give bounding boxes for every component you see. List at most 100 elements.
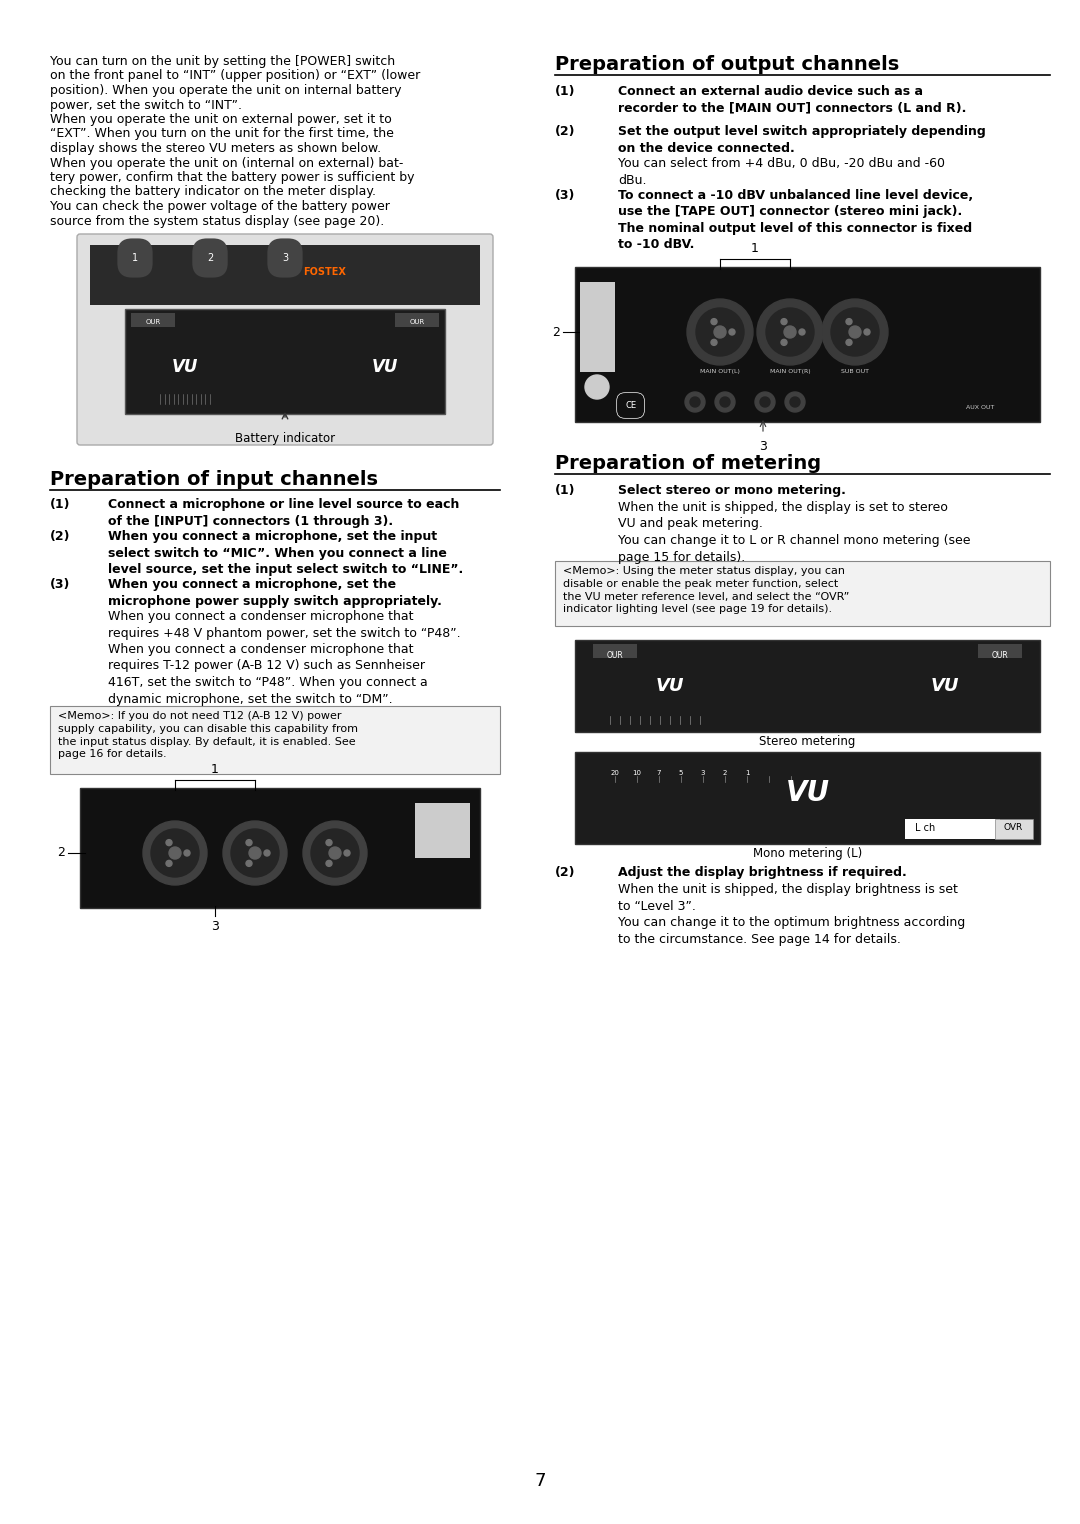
Text: 3: 3 [211,920,219,933]
Circle shape [168,847,181,860]
Text: OUR: OUR [991,651,1009,660]
Circle shape [714,326,726,338]
Circle shape [264,850,270,856]
Text: VU: VU [656,677,685,695]
Text: 1: 1 [211,764,219,776]
Text: (2): (2) [555,125,576,139]
Text: Set the output level switch appropriately depending
on the device connected.: Set the output level switch appropriatel… [618,125,986,154]
Circle shape [781,319,787,325]
Text: VU: VU [372,358,399,375]
Circle shape [696,308,744,357]
Text: Preparation of input channels: Preparation of input channels [50,469,378,489]
Text: 3: 3 [701,770,705,776]
Text: SUB OUT: SUB OUT [841,369,869,373]
Circle shape [311,829,359,876]
Text: on the front panel to “INT” (upper position) or “EXT” (lower: on the front panel to “INT” (upper posit… [50,70,420,82]
Text: (3): (3) [555,189,576,203]
Circle shape [831,308,879,357]
Text: 1: 1 [132,253,138,264]
Text: OUR: OUR [607,651,623,660]
Circle shape [166,840,172,846]
Text: Battery indicator: Battery indicator [235,431,335,445]
Bar [50,706,500,774]
Circle shape [849,326,861,338]
Text: When you operate the unit on (internal on external) bat-: When you operate the unit on (internal o… [50,157,403,169]
Circle shape [345,850,350,856]
Bar [995,818,1032,840]
Text: OVR: OVR [1003,823,1023,832]
Text: You can turn on the unit by setting the [POWER] switch: You can turn on the unit by setting the … [50,55,395,69]
Text: Preparation of metering: Preparation of metering [555,454,821,472]
Text: You can check the power voltage of the battery power: You can check the power voltage of the b… [50,200,390,213]
Text: FOSTEX: FOSTEX [303,267,347,277]
Circle shape [690,396,700,407]
Text: checking the battery indicator on the meter display.: checking the battery indicator on the me… [50,186,376,198]
Text: 5: 5 [679,770,684,776]
Bar [978,645,1022,658]
Text: 20: 20 [610,770,620,776]
Bar [575,751,1040,844]
Text: (2): (2) [555,866,576,879]
Text: 10: 10 [633,770,642,776]
Circle shape [781,340,787,346]
Circle shape [329,847,341,860]
Text: (1): (1) [555,85,576,98]
Text: When you operate the unit on external power, set it to: When you operate the unit on external po… [50,113,392,126]
Circle shape [326,861,332,866]
Text: When you connect a microphone, set the input
select switch to “MIC”. When you co: When you connect a microphone, set the i… [108,530,463,576]
Text: (1): (1) [50,498,70,511]
Text: OUR: OUR [409,319,424,325]
Circle shape [685,392,705,411]
Circle shape [864,329,870,335]
Text: (1): (1) [555,485,576,497]
Circle shape [846,319,852,325]
Circle shape [720,396,730,407]
FancyBboxPatch shape [77,235,492,445]
Text: 2: 2 [723,770,727,776]
Circle shape [326,840,332,846]
Circle shape [766,308,814,357]
Text: Adjust the display brightness if required.: Adjust the display brightness if require… [618,866,907,879]
Text: 3: 3 [282,253,288,264]
Text: display shows the stereo VU meters as shown below.: display shows the stereo VU meters as sh… [50,142,381,155]
Text: Mono metering (L): Mono metering (L) [753,847,862,860]
Text: 7: 7 [535,1472,545,1490]
Bar [905,818,1000,840]
Text: When you connect a condenser microphone that
requires +48 V phantom power, set t: When you connect a condenser microphone … [108,610,461,706]
Text: VU: VU [931,677,959,695]
Bar [131,312,175,328]
Circle shape [246,840,252,846]
Text: tery power, confirm that the battery power is sufficient by: tery power, confirm that the battery pow… [50,171,415,184]
Text: 1: 1 [745,770,750,776]
Circle shape [585,375,609,399]
Circle shape [715,392,735,411]
Text: MAIN OUT(R): MAIN OUT(R) [770,369,810,373]
Circle shape [784,326,796,338]
Bar [555,561,1050,626]
Text: source from the system status display (see page 20).: source from the system status display (s… [50,215,384,227]
Text: power, set the switch to “INT”.: power, set the switch to “INT”. [50,99,242,111]
Circle shape [184,850,190,856]
Text: 2: 2 [207,253,213,264]
Text: OUR: OUR [146,319,161,325]
Text: “EXT”. When you turn on the unit for the first time, the: “EXT”. When you turn on the unit for the… [50,128,394,140]
Circle shape [785,392,805,411]
Circle shape [711,319,717,325]
Circle shape [687,299,753,366]
Text: Connect a microphone or line level source to each
of the [INPUT] connectors (1 t: Connect a microphone or line level sourc… [108,498,459,527]
Text: 3: 3 [759,440,767,453]
Circle shape [729,329,735,335]
Text: CE: CE [625,401,636,410]
Bar [395,312,438,328]
Circle shape [143,821,207,885]
Bar [575,267,1040,422]
Text: 2: 2 [552,326,561,338]
Text: When the unit is shipped, the display brightness is set
to “Level 3”.
You can ch: When the unit is shipped, the display br… [618,882,966,945]
Bar [415,803,470,858]
Bar [575,640,1040,732]
Text: When the unit is shipped, the display is set to stereo
VU and peak metering.
You: When the unit is shipped, the display is… [618,501,971,564]
Text: 7: 7 [657,770,661,776]
Circle shape [231,829,279,876]
Text: To connect a -10 dBV unbalanced line level device,
use the [TAPE OUT] connector : To connect a -10 dBV unbalanced line lev… [618,189,973,251]
Text: L ch: L ch [915,823,935,834]
